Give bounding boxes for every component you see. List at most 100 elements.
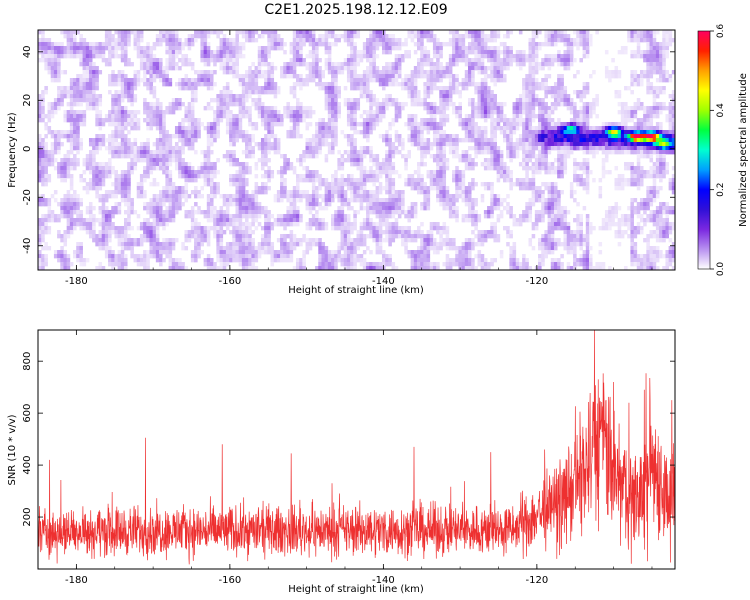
spectrogram-cell [299,30,303,35]
spectrogram-cell [636,130,641,135]
spectrogram-cell [171,98,176,103]
spectrogram-cell [302,174,306,179]
spectrogram-cell [270,126,275,131]
spectrogram-cell [375,46,380,51]
spectrogram-cell [668,42,673,47]
spectrogram-cell [467,122,472,127]
spectrogram-cell [483,70,488,75]
spectrogram-cell [643,106,647,111]
spectrogram-cell [378,174,383,179]
spectrogram-cell [76,30,80,35]
spectrogram-cell [200,78,204,83]
spectrogram-cell [480,58,485,63]
spectrogram-cell [92,70,96,75]
spectrogram-cell [404,50,408,55]
spectrogram-cell [311,50,316,55]
spectrogram-cell [248,118,252,123]
spectrogram-cell [652,110,657,115]
spectrogram-cell [627,110,631,115]
spectrogram-cell [525,86,529,91]
spectrogram-cell [496,70,501,75]
spectrogram-cell [79,86,83,91]
spectrogram-cell [553,106,558,111]
spectrogram-cell [611,142,615,147]
spectrogram-cell [165,158,169,163]
spectrogram-cell [159,158,163,163]
spectrogram-cell [98,170,103,175]
spectrogram-cell [257,110,262,115]
spectrogram-cell [432,118,437,123]
spectrogram-cell [566,34,571,39]
spectrogram-cell [655,162,660,167]
spectrogram-cell [544,138,548,143]
spectrogram-cell [649,138,654,143]
spectrogram-cell [573,178,577,183]
spectrogram-cell [343,30,348,35]
spectrogram-cell [101,58,106,63]
spectrogram-cell [525,82,529,87]
spectrogram-cell [149,78,154,83]
spectrogram-cell [315,58,319,63]
spectrogram-cell [267,66,271,71]
spectrogram-cell [254,106,259,111]
spectrogram-cell [633,74,638,79]
spectrogram-cell [311,154,316,159]
spectrogram-cell [334,186,338,191]
spectrogram-cell [219,62,224,67]
spectrogram-cell [436,42,440,47]
spectrogram-cell [627,86,631,91]
spectrogram-cell [324,82,329,87]
spectrogram-cell [206,30,211,35]
spectrogram-cell [38,174,42,179]
spectrogram-cell [366,38,370,43]
spectrogram-cell [257,158,262,163]
spectrogram-cell [611,126,615,131]
spectrogram-cell [82,118,87,123]
spectrogram-cell [235,46,240,51]
spectrogram-cell [92,162,96,167]
spectrogram-cell [311,150,316,155]
spectrogram-cell [506,150,510,155]
spectrogram-cell [585,38,590,43]
spectrogram-cell [665,170,669,175]
spectrogram-cell [633,122,638,127]
spectrogram-cell [391,118,396,123]
spectrogram-cell [120,146,125,151]
spectrogram-cell [566,66,571,71]
spectrogram-cells [38,30,675,270]
spectrogram-cell [57,146,61,151]
spectrogram-cell [582,158,587,163]
spectrogram-cell [194,174,198,179]
spectrogram-cell [209,186,214,191]
spectrogram-cell [190,170,195,175]
spectrogram-cell [506,54,510,59]
spectrogram-cell [483,38,488,43]
spectrogram-cell [569,62,574,67]
spectrogram-cell [544,42,548,47]
spectrogram-cell [273,142,278,147]
spectrogram-cell [213,110,217,115]
spectrogram-cell [589,106,593,111]
spectrogram-cell [203,50,208,55]
spectrogram-cell [388,66,392,71]
spectrogram-cell [601,158,606,163]
spectrogram-cell [318,186,322,191]
spectrogram-cell [426,86,431,91]
spectrogram-cell [410,142,415,147]
spectrogram-cell [133,154,138,159]
spectrogram-cell [464,86,469,91]
spectrogram-cell [445,74,450,79]
spectrogram-cell [547,150,552,155]
spectrogram-cell [646,150,650,155]
spectrogram-cell [219,42,224,47]
spectrogram-cell [318,174,322,179]
spectrogram-cell [216,190,220,195]
spectrogram-cell [493,146,497,151]
spectrogram-cell [452,146,456,151]
spectrogram-cell [445,162,450,167]
spectrogram-cell [639,54,644,59]
spectrogram-cell [315,42,319,47]
spectrogram-cell [124,34,128,39]
spectrogram-cell [127,78,131,83]
spectrogram-cell [442,98,447,103]
